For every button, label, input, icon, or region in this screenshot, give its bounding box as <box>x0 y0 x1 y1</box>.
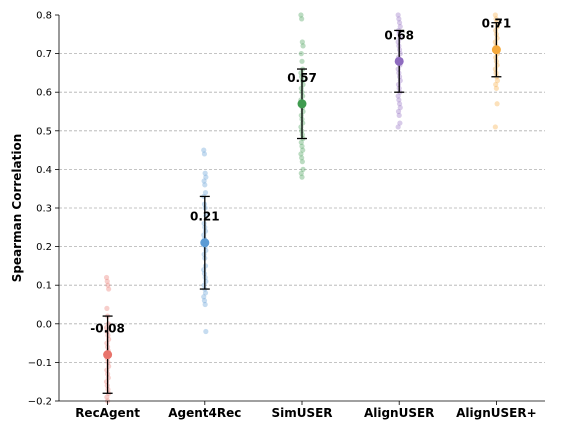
data-point <box>395 124 401 130</box>
data-point <box>300 43 306 49</box>
mean-markers <box>103 45 501 360</box>
data-point <box>494 101 500 107</box>
y-tick-label: −0.2 <box>28 397 52 408</box>
data-point <box>396 97 402 103</box>
y-tick-label: 0.3 <box>36 204 52 215</box>
data-point <box>201 294 207 300</box>
data-point <box>202 189 209 196</box>
data-point <box>493 81 499 88</box>
data-point <box>106 286 112 292</box>
data-point <box>299 143 305 149</box>
x-tick-labels: RecAgent Agent4Rec SimUSER AlignUSER AlignUS… <box>75 406 536 420</box>
data-point <box>395 93 401 99</box>
data-point <box>202 170 208 176</box>
y-tick-label: 0.5 <box>36 126 52 137</box>
y-tick-label: 0.6 <box>36 88 52 99</box>
data-point <box>493 85 499 91</box>
axes <box>55 14 545 405</box>
data-point <box>201 151 208 157</box>
data-point <box>299 155 305 161</box>
data-point <box>396 16 402 22</box>
mean-marker <box>491 45 501 55</box>
x-tick-label: AlignUSER <box>364 406 434 420</box>
x-tick-label: AlignUSER+ <box>456 406 537 420</box>
x-tick-label: SimUSER <box>271 406 332 420</box>
data-point <box>298 139 304 145</box>
data-point <box>201 298 208 304</box>
data-point <box>201 147 207 153</box>
mean-marker <box>200 238 210 248</box>
y-tick-label: 0.1 <box>36 281 52 292</box>
mean-value-label: 0.68 <box>384 28 414 42</box>
y-tick-label: 0.7 <box>36 49 52 60</box>
y-axis-title: Spearman Correlation <box>10 134 24 283</box>
data-point <box>202 182 208 188</box>
mean-value-label: 0.71 <box>482 17 512 31</box>
data-point <box>492 124 498 130</box>
data-point <box>104 394 110 400</box>
data-point <box>299 174 305 180</box>
x-tick-label: Agent4Rec <box>168 406 241 420</box>
data-point <box>397 105 403 111</box>
mean-marker <box>297 99 307 109</box>
data-point <box>203 328 209 335</box>
data-point <box>299 39 305 45</box>
y-tick-labels: −0.2 −0.1 0.0 0.1 0.2 0.3 0.4 0.5 0.6 0.7 0.8 <box>28 11 52 408</box>
mean-value-labels: -0.08 0.21 0.57 0.68 0.71 <box>90 17 511 336</box>
mean-value-label: 0.57 <box>287 71 317 85</box>
data-point <box>298 12 304 18</box>
data-point <box>396 101 403 107</box>
data-point <box>202 290 209 296</box>
data-point <box>396 20 403 26</box>
y-tick-label: −0.1 <box>28 358 52 369</box>
data-point <box>493 16 499 22</box>
mean-value-label: -0.08 <box>90 322 125 336</box>
data-point <box>298 51 304 57</box>
data-point <box>203 174 209 180</box>
data-point <box>298 170 304 176</box>
data-point <box>299 58 305 64</box>
data-point <box>397 23 403 30</box>
data-point <box>299 16 305 22</box>
data-point <box>104 305 110 311</box>
data-point <box>494 78 501 84</box>
data-point <box>395 12 401 18</box>
y-tick-label: 0.8 <box>36 11 52 22</box>
mean-marker <box>103 350 113 360</box>
data-point <box>395 108 402 115</box>
mean-value-label: 0.21 <box>190 210 220 224</box>
data-point <box>300 166 306 172</box>
data-point <box>300 147 306 153</box>
data-point <box>492 12 498 18</box>
data-point <box>201 178 207 184</box>
data-point <box>397 120 403 126</box>
x-tick-label: RecAgent <box>75 406 140 420</box>
mean-marker <box>394 56 404 66</box>
data-point <box>299 159 305 165</box>
data-point <box>396 112 402 118</box>
y-tick-label: 0.2 <box>36 242 52 253</box>
data-point <box>298 151 304 157</box>
grid-lines <box>59 53 545 363</box>
data-point <box>105 282 111 288</box>
data-point <box>104 278 110 284</box>
data-point <box>202 301 208 308</box>
y-tick-label: 0.4 <box>36 165 52 176</box>
y-tick-label: 0.0 <box>36 319 52 330</box>
data-point <box>103 274 110 281</box>
